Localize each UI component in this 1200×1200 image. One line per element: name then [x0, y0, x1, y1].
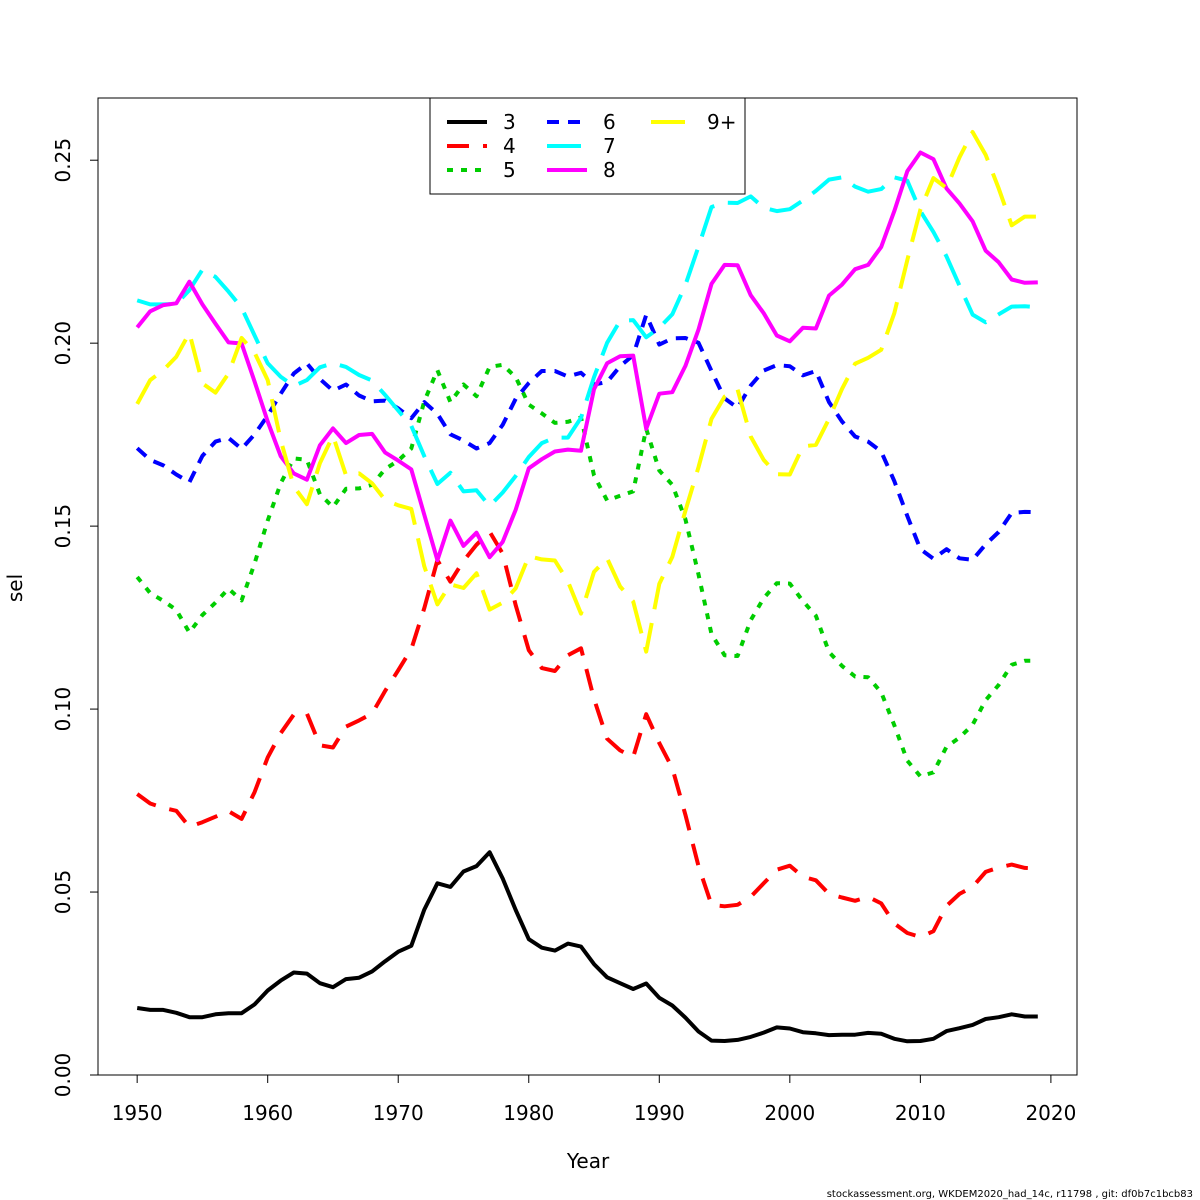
- y-tick-label: 0.15: [51, 504, 75, 549]
- y-tick-label: 0.25: [51, 138, 75, 183]
- y-tick-label: 0.00: [51, 1053, 75, 1098]
- legend-label-6: 6: [603, 110, 616, 134]
- x-tick-label: 1980: [503, 1101, 554, 1125]
- y-tick-label: 0.10: [51, 687, 75, 732]
- x-tick-label: 1960: [242, 1101, 293, 1125]
- y-axis-title: sel: [3, 574, 27, 602]
- legend-label-4: 4: [503, 134, 516, 158]
- series-line-7: [136, 175, 1038, 508]
- legend-box: [429, 97, 746, 195]
- x-tick-label: 2010: [895, 1101, 946, 1125]
- series-line-4: [136, 529, 1038, 939]
- y-tick-label: 0.20: [51, 321, 75, 366]
- y-tick-label: 0.05: [51, 870, 75, 915]
- x-tick-label: 1950: [112, 1101, 163, 1125]
- y-axis: 0.00 0.05 0.10 0.15 0.20 0.25: [51, 138, 99, 1098]
- x-tick-label: 1970: [373, 1101, 424, 1125]
- legend: 345 678 9+: [429, 97, 746, 195]
- x-axis-title: Year: [566, 1149, 610, 1173]
- x-tick-label: 2000: [764, 1101, 815, 1125]
- legend-label-9plus: 9+: [707, 110, 736, 134]
- series-line-5: [135, 362, 1038, 779]
- series-layer: [135, 130, 1038, 1044]
- series-line-3: [136, 850, 1038, 1044]
- x-tick-label: 2020: [1025, 1101, 1076, 1125]
- legend-label-3: 3: [503, 110, 516, 134]
- series-line-9plus: [135, 130, 1038, 654]
- x-tick-label: 1990: [634, 1101, 685, 1125]
- legend-label-8: 8: [603, 158, 616, 182]
- footnote: stockassessment.org, WKDEM2020_had_14c, …: [827, 1189, 1193, 1200]
- legend-label-7: 7: [603, 134, 616, 158]
- x-axis: 1950 1960 1970 1980 1990 2000 2010 2020: [112, 1074, 1076, 1125]
- legend-label-5: 5: [503, 158, 516, 182]
